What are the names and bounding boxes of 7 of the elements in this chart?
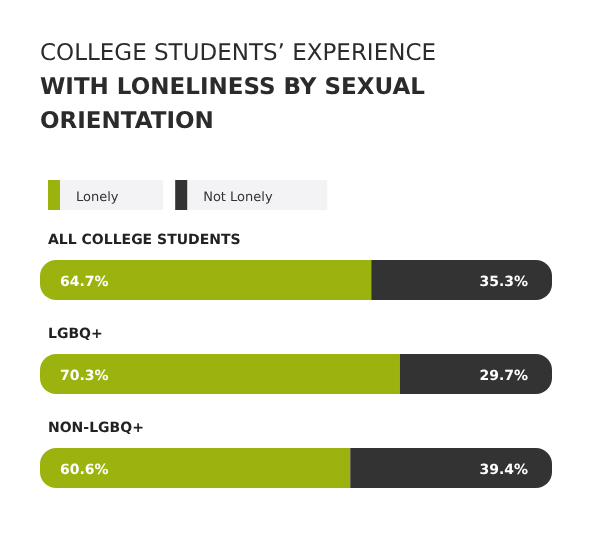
chart-title: COLLEGE STUDENTS’ EXPERIENCE WITH LONELINESS BY SEXUAL ORIENTATION: [40, 38, 436, 134]
bar: [40, 260, 372, 300]
bar: [40, 354, 400, 394]
bar: [399, 354, 552, 394]
bar: [371, 260, 552, 300]
bar: [350, 448, 552, 488]
bar: [40, 448, 351, 488]
